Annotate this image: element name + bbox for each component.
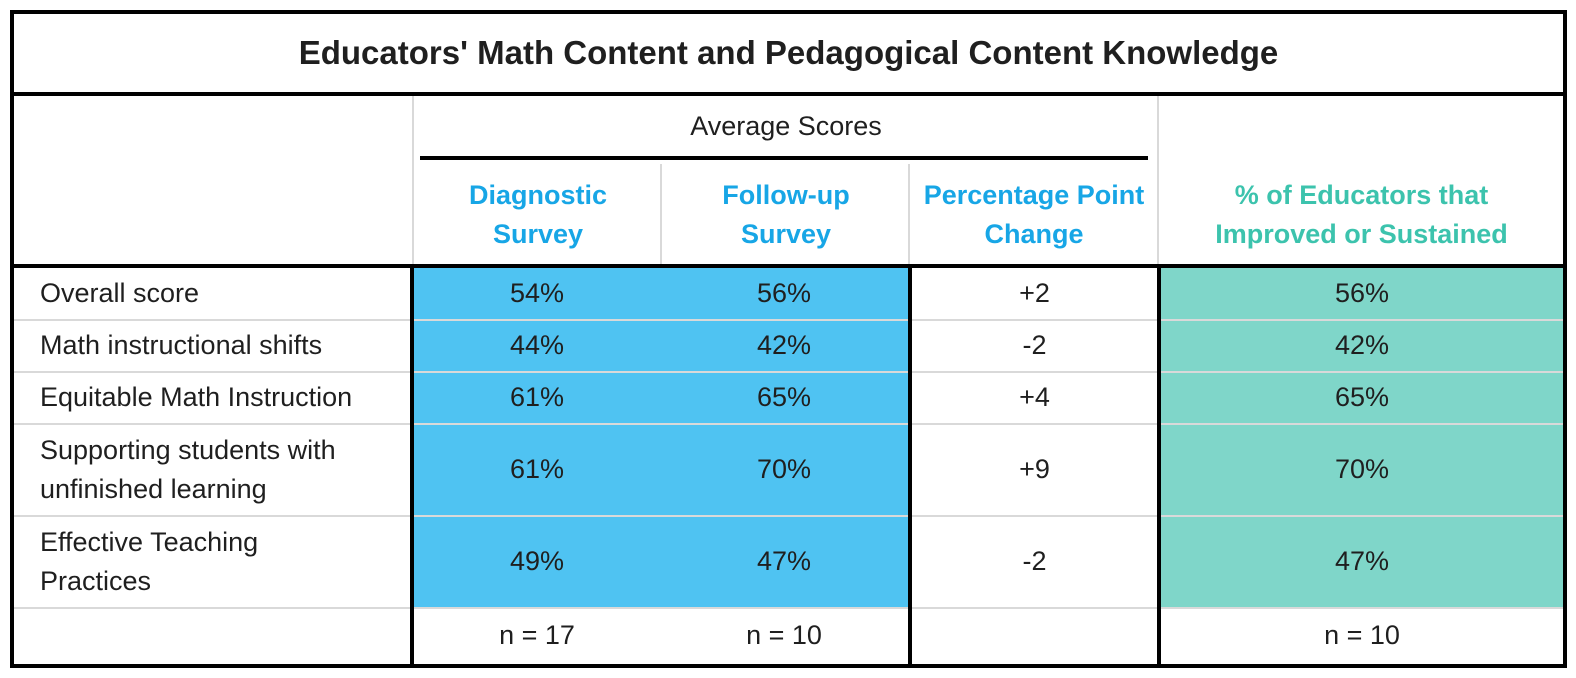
header-divider [1157, 96, 1159, 266]
row-label-supporting-line2: unfinished learning [40, 474, 267, 504]
col-header-improved-line1: % of Educators that [1234, 179, 1489, 210]
footer-n-diagnostic: n = 17 [499, 620, 575, 651]
row-label: Supporting students with unfinished lear… [14, 424, 410, 516]
row-label-supporting-line1: Supporting students with [40, 434, 336, 465]
header-body-divider [14, 264, 1563, 268]
header-divider [660, 164, 662, 266]
table-cell-followup: 47% [660, 516, 908, 608]
col-header-diagnostic: Diagnostic Survey [414, 164, 662, 266]
table-frame: Educators' Math Content and Pedagogical … [10, 10, 1567, 668]
table-cell-followup: 42% [660, 320, 908, 372]
table-cell-improved: 70% [1161, 424, 1563, 516]
table-cell-diagnostic: 54% [414, 268, 660, 320]
col-header-followup: Follow-up Survey [662, 164, 910, 266]
row-label: Overall score [14, 268, 410, 320]
row-label: Effective Teaching Practices [14, 516, 410, 608]
col-header-change-line2: Change [984, 219, 1084, 249]
col-header-followup-line2: Survey [740, 219, 832, 249]
row-label: Math instructional shifts [14, 320, 410, 372]
row-divider [14, 423, 1563, 425]
body-divider-improved [1157, 264, 1161, 664]
footer-n-improved: n = 10 [1324, 620, 1400, 651]
table-cell-change: -2 [1022, 546, 1047, 577]
table-cell-diagnostic: 49% [414, 516, 660, 608]
col-header-improved: % of Educators that Improved or Sustaine… [1160, 164, 1563, 266]
header-divider [412, 96, 414, 266]
row-divider [14, 371, 1563, 373]
table-cell-followup: 70% [660, 424, 908, 516]
table-cell-change: -2 [1022, 330, 1047, 361]
row-label-effective-line2: Practices [40, 566, 152, 596]
table-cell-diagnostic: 61% [414, 372, 660, 424]
table-cell-followup: 65% [660, 372, 908, 424]
col-header-diagnostic-line2: Survey [492, 219, 584, 249]
table-cell-diagnostic: 61% [414, 424, 660, 516]
table-cell-improved: 65% [1161, 372, 1563, 424]
row-label-overall-score: Overall score [40, 278, 200, 309]
table-cell-change: +9 [1019, 454, 1050, 485]
row-label-math-instructional-shifts: Math instructional shifts [40, 330, 323, 361]
group-header-average-scores: Average Scores [690, 111, 882, 142]
row-label-equitable-math-instruction: Equitable Math Instruction [40, 382, 353, 413]
col-header-improved-line2: Improved or Sustained [1215, 219, 1508, 249]
row-divider [14, 319, 1563, 321]
table-cell-change: +2 [1019, 278, 1050, 309]
row-label-effective-line1: Effective Teaching [40, 526, 259, 557]
body-divider-label [410, 264, 414, 664]
row-divider [14, 607, 1563, 609]
row-divider [14, 515, 1563, 517]
col-header-diagnostic-line1: Diagnostic [468, 179, 608, 210]
table-cell-improved: 56% [1161, 268, 1563, 320]
group-header-underline [420, 156, 1148, 160]
table-cell-followup: 56% [660, 268, 908, 320]
header-divider [908, 164, 910, 266]
title-divider [14, 92, 1563, 96]
table-title: Educators' Math Content and Pedagogical … [298, 34, 1279, 72]
body-divider-change [908, 264, 912, 664]
table-cell-diagnostic: 44% [414, 320, 660, 372]
col-header-change-line1: Percentage Point [923, 179, 1145, 210]
footer-n-followup: n = 10 [746, 620, 822, 651]
table-cell-improved: 47% [1161, 516, 1563, 608]
col-header-followup-line1: Follow-up [722, 179, 850, 210]
table-cell-change: +4 [1019, 382, 1050, 413]
col-header-change: Percentage Point Change [910, 164, 1158, 266]
table-cell-improved: 42% [1161, 320, 1563, 372]
footer-n-change [912, 608, 1157, 664]
row-label: Equitable Math Instruction [14, 372, 410, 424]
